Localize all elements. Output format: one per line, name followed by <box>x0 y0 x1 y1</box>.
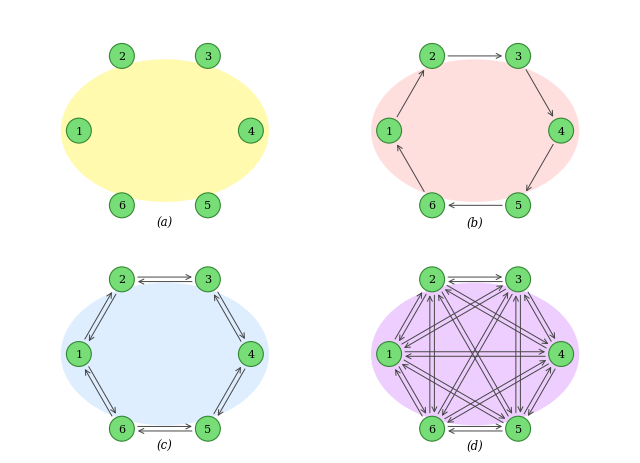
Circle shape <box>420 194 445 218</box>
Text: (c): (c) <box>157 439 173 452</box>
Circle shape <box>239 342 263 367</box>
Text: 5: 5 <box>515 201 522 211</box>
Text: 1: 1 <box>385 349 393 359</box>
Circle shape <box>548 342 573 367</box>
Circle shape <box>195 194 220 218</box>
Circle shape <box>377 342 401 367</box>
Text: 2: 2 <box>429 52 436 62</box>
Circle shape <box>195 416 220 441</box>
Text: (a): (a) <box>157 216 173 229</box>
Text: 4: 4 <box>557 126 564 136</box>
Circle shape <box>506 44 531 69</box>
Circle shape <box>109 44 134 69</box>
Text: 6: 6 <box>429 424 436 434</box>
Circle shape <box>506 416 531 441</box>
Text: 6: 6 <box>118 201 125 211</box>
Text: 3: 3 <box>204 275 211 285</box>
Text: 2: 2 <box>118 52 125 62</box>
Circle shape <box>195 267 220 292</box>
Text: 1: 1 <box>385 126 393 136</box>
Circle shape <box>239 119 263 144</box>
Circle shape <box>67 342 92 367</box>
Text: 5: 5 <box>204 424 211 434</box>
Ellipse shape <box>371 283 579 425</box>
Ellipse shape <box>371 60 579 202</box>
Circle shape <box>420 416 445 441</box>
Circle shape <box>420 44 445 69</box>
Text: 3: 3 <box>515 275 522 285</box>
Text: 3: 3 <box>515 52 522 62</box>
Text: 2: 2 <box>118 275 125 285</box>
Circle shape <box>506 267 531 292</box>
Text: 5: 5 <box>204 201 211 211</box>
Text: 1: 1 <box>76 126 83 136</box>
Circle shape <box>67 119 92 144</box>
Text: 3: 3 <box>204 52 211 62</box>
Text: 4: 4 <box>557 349 564 359</box>
Circle shape <box>109 416 134 441</box>
Circle shape <box>195 44 220 69</box>
Circle shape <box>420 267 445 292</box>
Circle shape <box>377 119 401 144</box>
Text: (d): (d) <box>467 439 483 452</box>
Circle shape <box>548 119 573 144</box>
Circle shape <box>109 267 134 292</box>
Circle shape <box>506 194 531 218</box>
Text: 1: 1 <box>76 349 83 359</box>
Text: 5: 5 <box>515 424 522 434</box>
Text: 6: 6 <box>429 201 436 211</box>
Ellipse shape <box>61 283 269 425</box>
Ellipse shape <box>61 60 269 202</box>
Text: 4: 4 <box>247 349 255 359</box>
Circle shape <box>109 194 134 218</box>
Text: 2: 2 <box>429 275 436 285</box>
Text: 6: 6 <box>118 424 125 434</box>
Text: (b): (b) <box>467 216 483 229</box>
Text: 4: 4 <box>247 126 255 136</box>
